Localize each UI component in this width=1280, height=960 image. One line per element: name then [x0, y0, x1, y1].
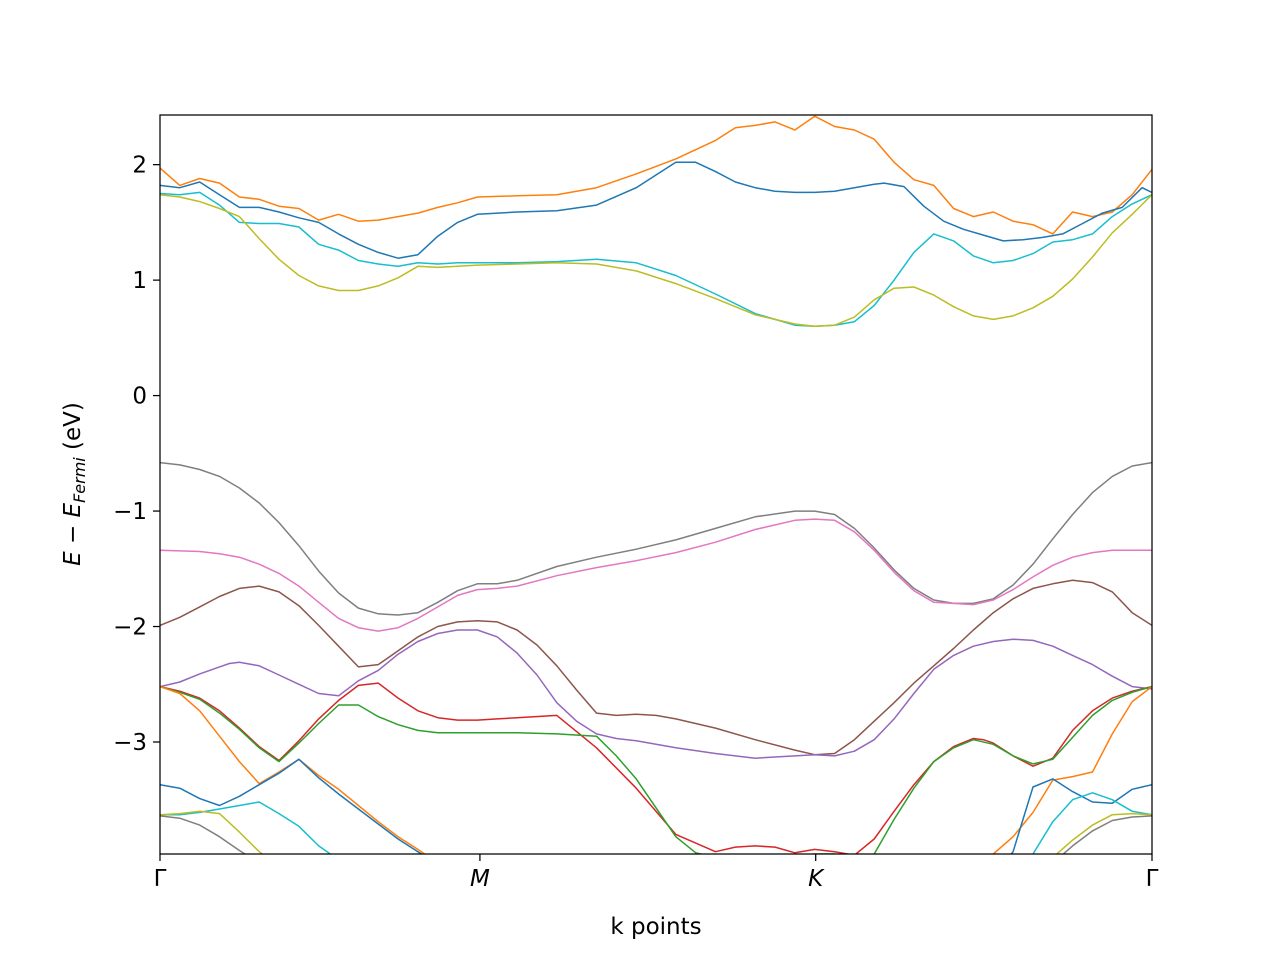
y-tick-label-6: −3	[113, 730, 147, 756]
band-line-13	[160, 792, 1152, 854]
band-line-12	[160, 758, 1152, 854]
y-label-subscript: Fermi	[70, 457, 89, 503]
band-line-7	[160, 579, 1152, 756]
band-line-6	[160, 518, 1152, 632]
y-axis-ticks: 2 1 0 −1 −2 −3	[113, 153, 160, 756]
x-tick-label-2: M	[470, 866, 490, 892]
band-line-3	[160, 191, 1152, 328]
band-line-10	[160, 685, 1152, 854]
band-line-2	[160, 161, 1152, 259]
x-tick-label-4: Γ	[1146, 866, 1159, 892]
band-line-8	[160, 629, 1152, 759]
y-label-e: E	[60, 551, 86, 566]
band-line-5	[160, 461, 1152, 616]
x-tick-label-1: Γ	[154, 866, 167, 892]
y-label-unit: (eV)	[60, 402, 86, 457]
y-label-e-sub-base: E	[60, 502, 86, 517]
y-tick-label-2: 1	[132, 268, 147, 294]
series-layer	[160, 115, 1152, 854]
y-tick-label-5: −2	[113, 615, 147, 641]
band-line-4	[160, 193, 1152, 328]
y-axis-label: E − EFermi (eV)	[60, 402, 89, 566]
y-tick-label-4: −1	[113, 499, 147, 525]
y-label-minus: −	[60, 517, 86, 551]
x-axis-label: k points	[610, 914, 701, 940]
band-line-1	[160, 115, 1152, 235]
band-line-14	[160, 810, 1152, 854]
band-line-15	[160, 815, 1152, 854]
y-tick-label-1: 2	[132, 153, 147, 179]
x-tick-label-3: K	[808, 866, 825, 892]
y-tick-label-3: 0	[132, 384, 147, 410]
plot-frame	[159, 114, 1153, 855]
